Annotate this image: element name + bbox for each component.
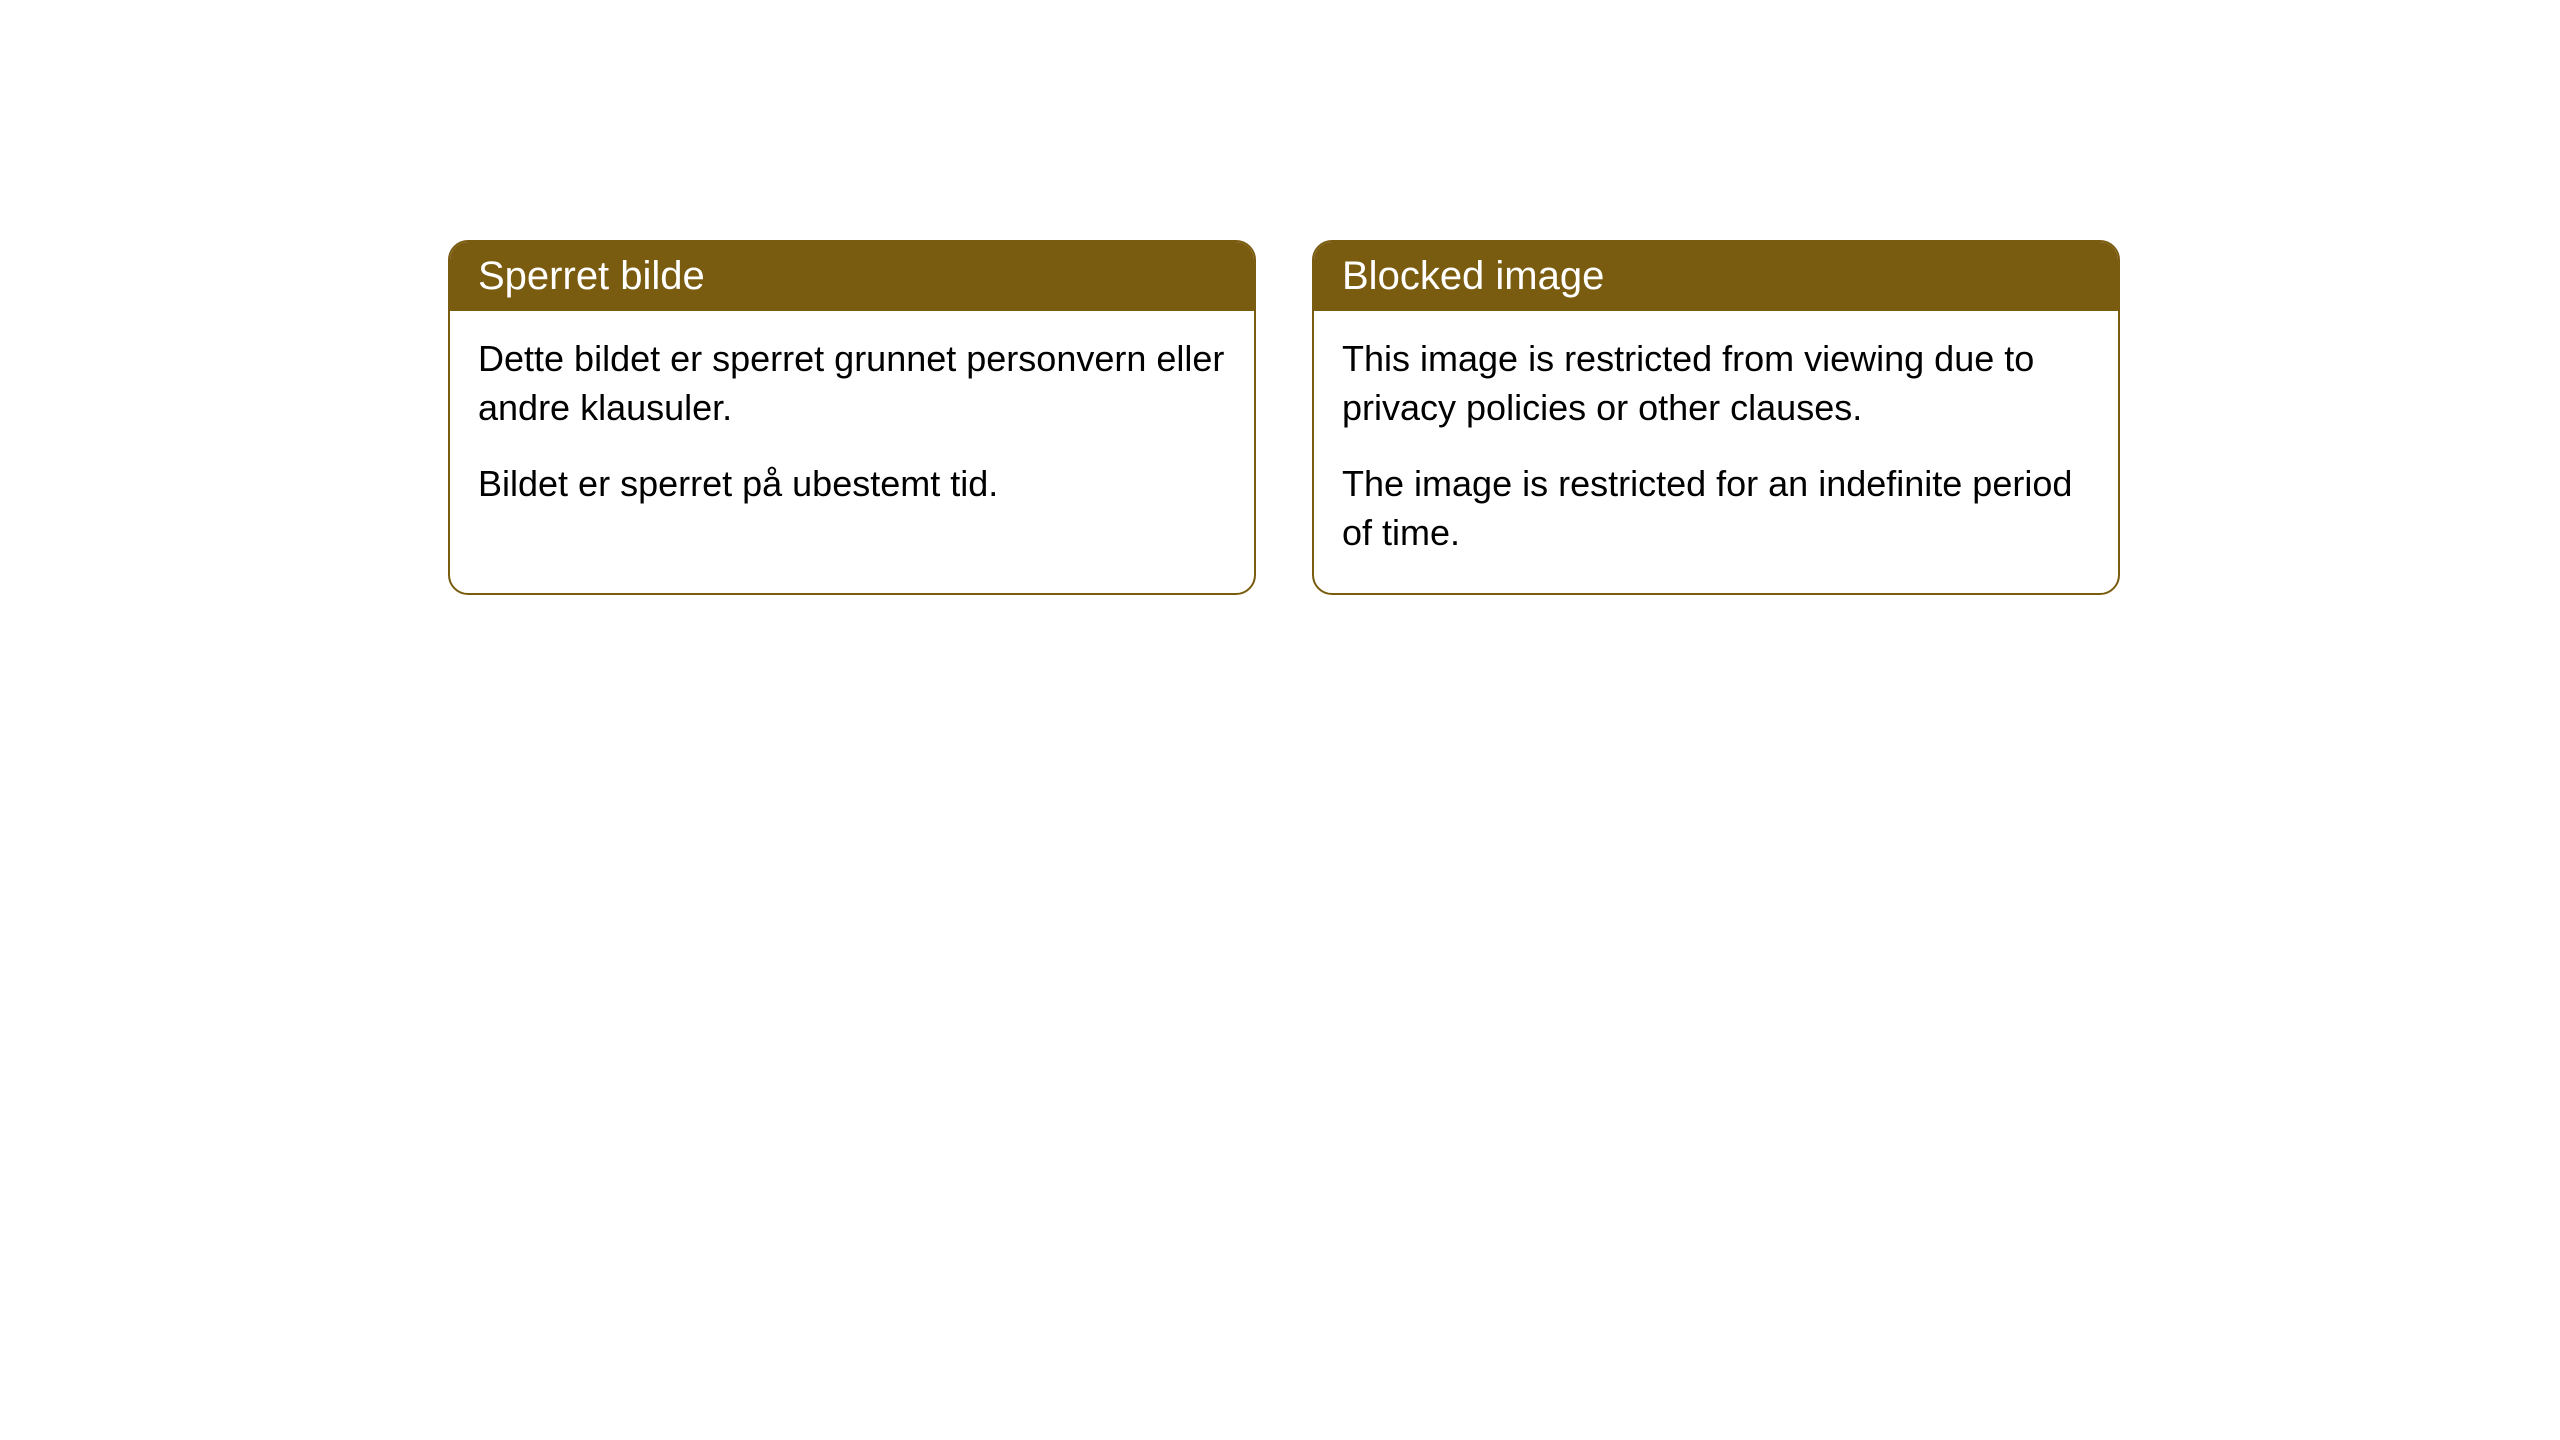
card-header-no: Sperret bilde — [450, 242, 1254, 311]
card-paragraph-2-no: Bildet er sperret på ubestemt tid. — [478, 460, 1226, 509]
blocked-image-card-en: Blocked image This image is restricted f… — [1312, 240, 2120, 595]
card-body-no: Dette bildet er sperret grunnet personve… — [450, 311, 1254, 545]
card-header-en: Blocked image — [1314, 242, 2118, 311]
cards-container: Sperret bilde Dette bildet er sperret gr… — [448, 240, 2560, 595]
card-paragraph-1-en: This image is restricted from viewing du… — [1342, 335, 2090, 432]
card-paragraph-1-no: Dette bildet er sperret grunnet personve… — [478, 335, 1226, 432]
card-paragraph-2-en: The image is restricted for an indefinit… — [1342, 460, 2090, 557]
card-body-en: This image is restricted from viewing du… — [1314, 311, 2118, 593]
blocked-image-card-no: Sperret bilde Dette bildet er sperret gr… — [448, 240, 1256, 595]
